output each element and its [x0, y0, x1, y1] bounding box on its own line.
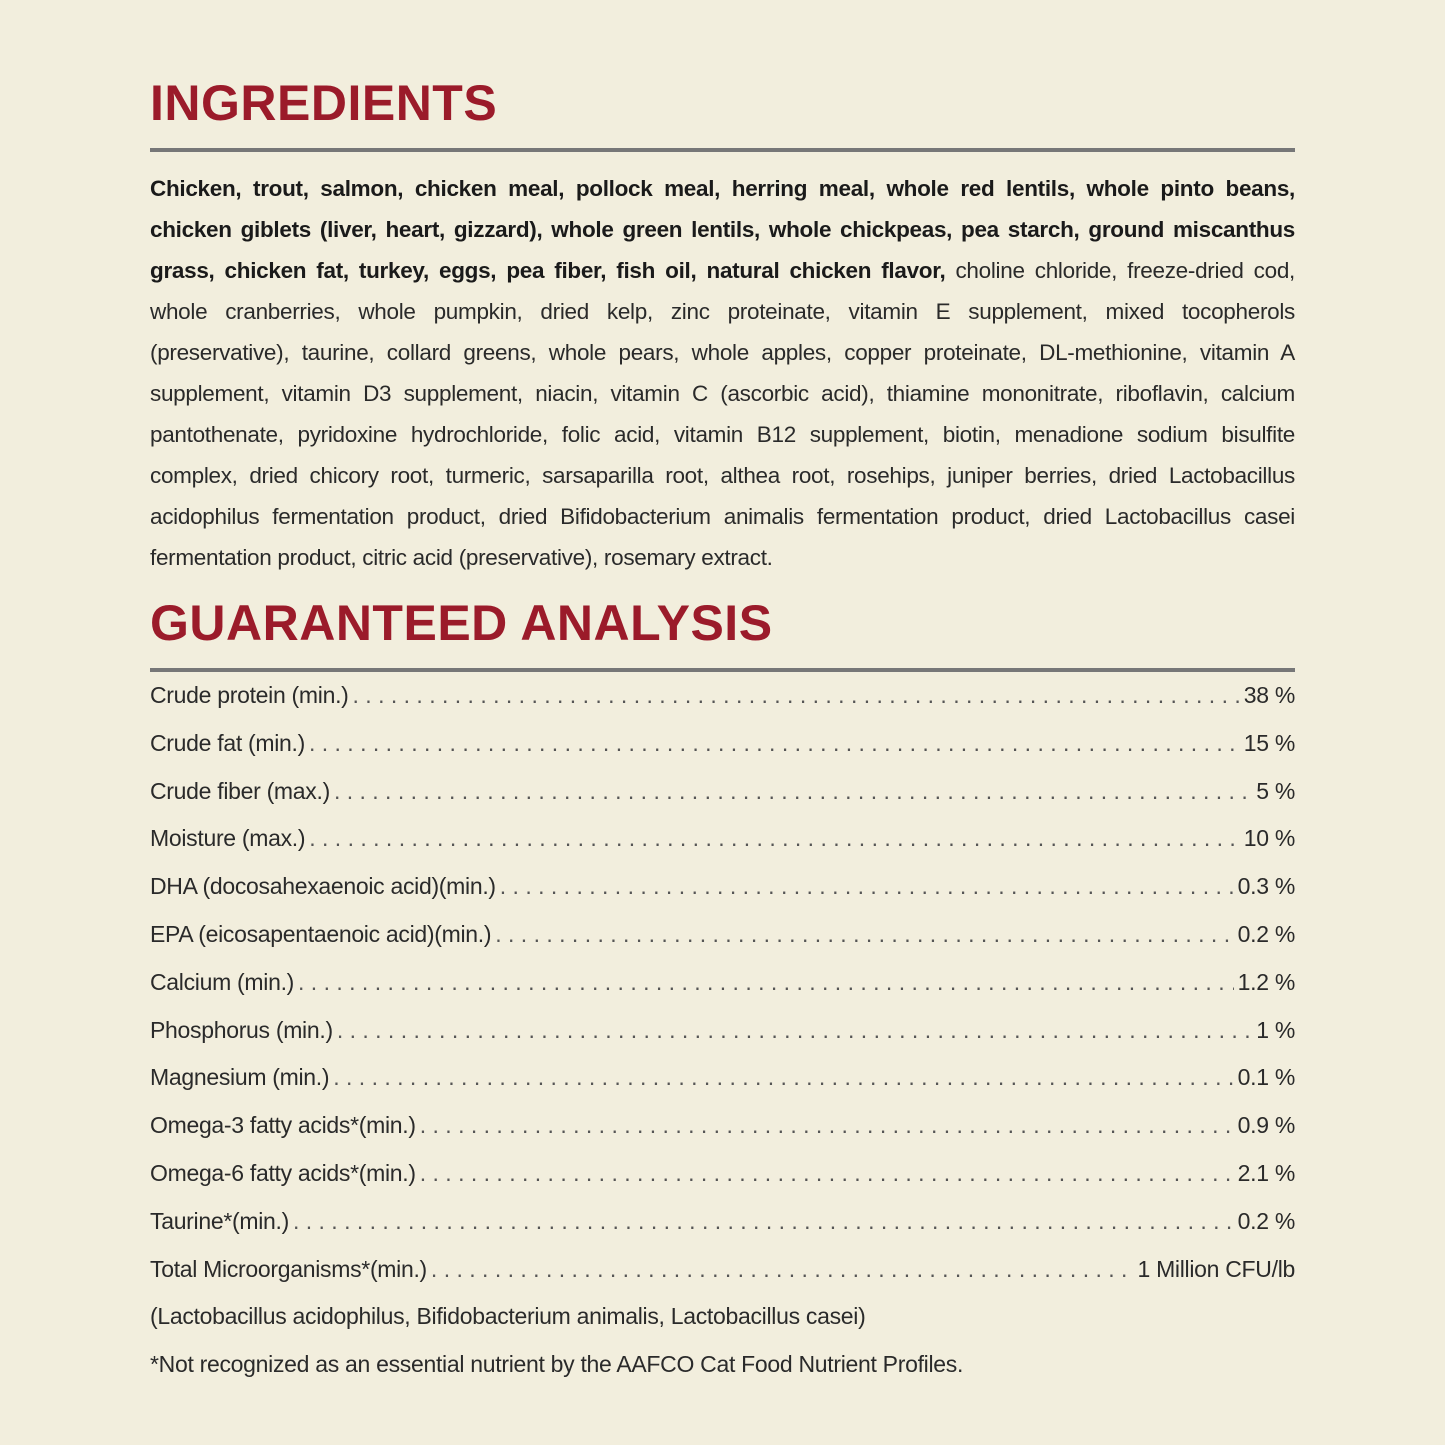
dot-leader — [420, 1112, 1234, 1139]
strains-note: (Lactobacillus acidophilus, Bifidobacter… — [150, 1303, 866, 1330]
nutrient-value: 1 % — [1256, 1016, 1295, 1043]
analysis-row: Crude fiber (max.) 5 % — [150, 778, 1295, 826]
dot-leader — [353, 682, 1240, 709]
nutrient-label: Crude fat (min.) — [150, 729, 305, 756]
analysis-row: Total Microorganisms*(min.) 1 Million CFU… — [150, 1256, 1295, 1304]
nutrient-value: 10 % — [1243, 825, 1296, 852]
dot-leader — [333, 1064, 1233, 1091]
analysis-row: Moisture (max.) 10 % — [150, 825, 1295, 873]
nutrient-label: Crude protein (min.) — [150, 682, 349, 708]
nutrient-label: Calcium (min.) — [150, 968, 295, 995]
analysis-row: Omega-6 fatty acids*(min.) 2.1 % — [150, 1160, 1295, 1208]
nutrient-value: 0.2 % — [1237, 920, 1296, 947]
footnote: *Not recognized as an essential nutrient… — [150, 1351, 964, 1378]
nutrient-label: DHA (docosahexaenoic acid)(min.) — [150, 873, 496, 900]
nutrient-value: 0.2 % — [1237, 1207, 1296, 1234]
analysis-row: Calcium (min.) 1.2 % — [150, 969, 1295, 1017]
nutrient-label: Taurine*(min.) — [150, 1207, 289, 1234]
analysis-heading: GUARANTEED ANALYSIS — [150, 595, 773, 651]
nutrient-value: 1.2 % — [1237, 968, 1296, 995]
analysis-row: DHA (docosahexaenoic acid)(min.) 0.3 % — [150, 873, 1295, 921]
dot-leader — [431, 1256, 1134, 1283]
nutrient-value: 5 % — [1256, 777, 1295, 804]
nutrient-value: 0.1 % — [1237, 1064, 1296, 1091]
analysis-row: Omega-3 fatty acids*(min.) 0.9 % — [150, 1112, 1295, 1160]
nutrient-label: Omega-3 fatty acids*(min.) — [150, 1112, 416, 1139]
dot-leader — [298, 969, 1234, 996]
analysis-row: Crude fat (min.) 15 % — [150, 730, 1295, 778]
secondary-ingredients: choline chloride, freeze-dried cod, whol… — [150, 258, 1295, 570]
dot-leader — [309, 730, 1240, 757]
dot-leader — [337, 1017, 1252, 1044]
analysis-table: Crude protein (min.) 38 % Crude fat (min.)… — [150, 682, 1295, 1303]
dot-leader — [293, 1208, 1234, 1235]
dot-leader — [309, 825, 1240, 852]
divider — [150, 668, 1295, 672]
nutrient-label: Magnesium (min.) — [150, 1064, 330, 1091]
nutrient-label: Crude fiber (max.) — [150, 777, 330, 804]
analysis-row: Phosphorus (min.) 1 % — [150, 1017, 1295, 1065]
ingredients-heading: INGREDIENTS — [150, 75, 498, 131]
analysis-row: Taurine*(min.) 0.2 % — [150, 1208, 1295, 1256]
nutrient-label: Moisture (max.) — [150, 825, 306, 852]
analysis-row: Crude protein (min.) 38 % — [150, 682, 1295, 730]
analysis-section: GUARANTEED ANALYSIS Crude protein (min.)… — [150, 598, 1295, 1399]
nutrient-value: 38 % — [1243, 682, 1296, 708]
primary-ingredients: Chicken, trout, salmon, chicken meal, po… — [150, 176, 1295, 283]
ingredients-section: INGREDIENTS Chicken, trout, salmon, chic… — [150, 78, 1295, 578]
nutrient-label: Omega-6 fatty acids*(min.) — [150, 1159, 416, 1186]
analysis-row: EPA (eicosapentaenoic acid)(min.) 0.2 % — [150, 921, 1295, 969]
dot-leader — [495, 921, 1233, 948]
nutrient-value: 15 % — [1243, 729, 1296, 756]
nutrient-label: EPA (eicosapentaenoic acid)(min.) — [150, 920, 492, 947]
dot-leader — [420, 1160, 1234, 1187]
nutrient-label: Total Microorganisms*(min.) — [150, 1255, 427, 1282]
nutrient-value: 2.1 % — [1237, 1159, 1296, 1186]
ingredients-list: Chicken, trout, salmon, chicken meal, po… — [150, 168, 1295, 578]
nutrient-value: 1 Million CFU/lb — [1137, 1255, 1295, 1282]
divider — [150, 148, 1295, 152]
nutrient-label: Phosphorus (min.) — [150, 1016, 333, 1043]
dot-leader — [334, 778, 1252, 805]
dot-leader — [500, 873, 1234, 900]
analysis-row: Magnesium (min.) 0.1 % — [150, 1064, 1295, 1112]
nutrient-value: 0.3 % — [1237, 873, 1296, 900]
nutrient-value: 0.9 % — [1237, 1112, 1296, 1139]
